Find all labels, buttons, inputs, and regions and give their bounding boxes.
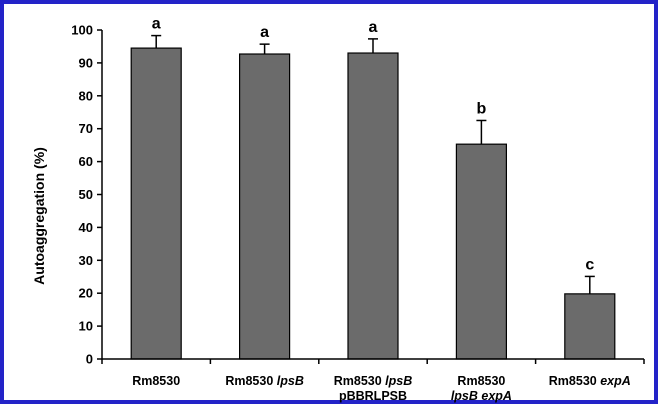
y-tick-label: 30	[79, 253, 93, 268]
bar	[455, 143, 507, 360]
bar	[564, 293, 616, 360]
y-tick-label: 70	[79, 121, 93, 136]
y-axis-title: Autoaggregation (%)	[31, 147, 47, 285]
y-tick-label: 0	[86, 352, 93, 367]
category-label-rm8530-expa: Rm8530 expA	[549, 374, 631, 388]
y-tick-label: 40	[79, 220, 93, 235]
category-label-rm8530-lpsb: Rm8530 lpsB	[225, 374, 304, 388]
bar	[130, 47, 182, 360]
y-tick-label: 20	[79, 286, 93, 301]
y-tick-label: 100	[71, 23, 93, 38]
category-label-rm8530-lpsb-expa: Rm8530 lpsB expA	[451, 374, 512, 403]
error-bars	[151, 34, 595, 294]
category-labels: Rm8530 Rm8530 lpsB Rm8530 lpsB pBBRLPSB Rm85…	[132, 374, 631, 403]
category-label-rm8530: Rm8530	[132, 374, 180, 388]
significance-label: b	[477, 100, 487, 117]
y-tick-label: 80	[79, 88, 93, 103]
bars	[130, 47, 616, 360]
category-label-rm8530-lpsb-pbbrlpsb: Rm8530 lpsB pBBRLPSB	[334, 374, 413, 403]
y-axis-ticks: 0 10 20 30 40 50 60 70 80 90 100	[71, 23, 645, 367]
y-tick-label: 10	[79, 319, 93, 334]
y-tick-label: 60	[79, 154, 93, 169]
y-tick-label: 50	[79, 187, 93, 202]
significance-label: c	[585, 256, 594, 273]
bar	[347, 52, 399, 360]
significance-label: a	[260, 24, 269, 41]
significance-label: a	[369, 19, 378, 36]
significance-label: a	[152, 16, 161, 33]
y-tick-label: 90	[79, 55, 93, 70]
bar	[239, 53, 291, 360]
significance-labels: a a a b c	[152, 16, 595, 274]
